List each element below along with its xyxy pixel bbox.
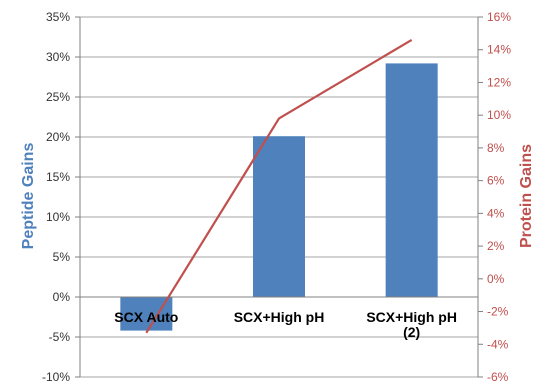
left-axis-ticks: -10% -5% 0% 5% 10% 15% 20% 25% 30% 35% — [42, 10, 80, 383]
right-tick-label: 6% — [487, 174, 505, 188]
right-tick-label: 2% — [487, 239, 505, 253]
left-tick-label: 10% — [46, 210, 70, 224]
left-tick-label: -5% — [49, 330, 71, 344]
right-tick-label: 10% — [487, 108, 511, 122]
right-axis-title: Protein Gains — [518, 144, 535, 248]
right-tick-label: 12% — [487, 75, 511, 89]
right-tick-label: 4% — [487, 206, 505, 220]
peptide-bar — [120, 297, 173, 331]
peptide-bar — [385, 63, 438, 298]
right-axis-ticks: -6% -4% -2% 0% 2% 4% 6% 8% 10% 12% 14% 16% — [478, 10, 511, 383]
right-tick-label: 0% — [487, 272, 505, 286]
left-axis-title: Peptide Gains — [20, 143, 37, 250]
category-label: SCX+High pH (2) — [366, 309, 457, 340]
right-tick-label: 14% — [487, 43, 511, 57]
axes — [79, 17, 479, 377]
category-label: SCX+High pH — [234, 309, 325, 325]
left-tick-label: 15% — [46, 170, 70, 184]
left-tick-label: 35% — [46, 10, 70, 24]
left-tick-label: 0% — [53, 290, 71, 304]
right-tick-label: -2% — [487, 305, 509, 319]
category-label: SCX Auto — [114, 309, 178, 325]
right-tick-label: -4% — [487, 337, 509, 351]
left-tick-label: 25% — [46, 90, 70, 104]
right-tick-label: 8% — [487, 141, 505, 155]
left-tick-label: 5% — [53, 250, 71, 264]
left-tick-label: 30% — [46, 50, 70, 64]
category-labels: SCX Auto SCX+High pH SCX+High pH (2) — [114, 309, 457, 340]
left-tick-label: 20% — [46, 130, 70, 144]
protein-line — [145, 38, 413, 334]
peptide-bars — [120, 63, 438, 331]
protein-gains-line — [145, 38, 413, 334]
right-tick-label: 16% — [487, 10, 511, 24]
peptide-bar — [253, 136, 305, 297]
left-tick-label: -10% — [42, 370, 70, 383]
right-tick-label: -6% — [487, 370, 509, 383]
